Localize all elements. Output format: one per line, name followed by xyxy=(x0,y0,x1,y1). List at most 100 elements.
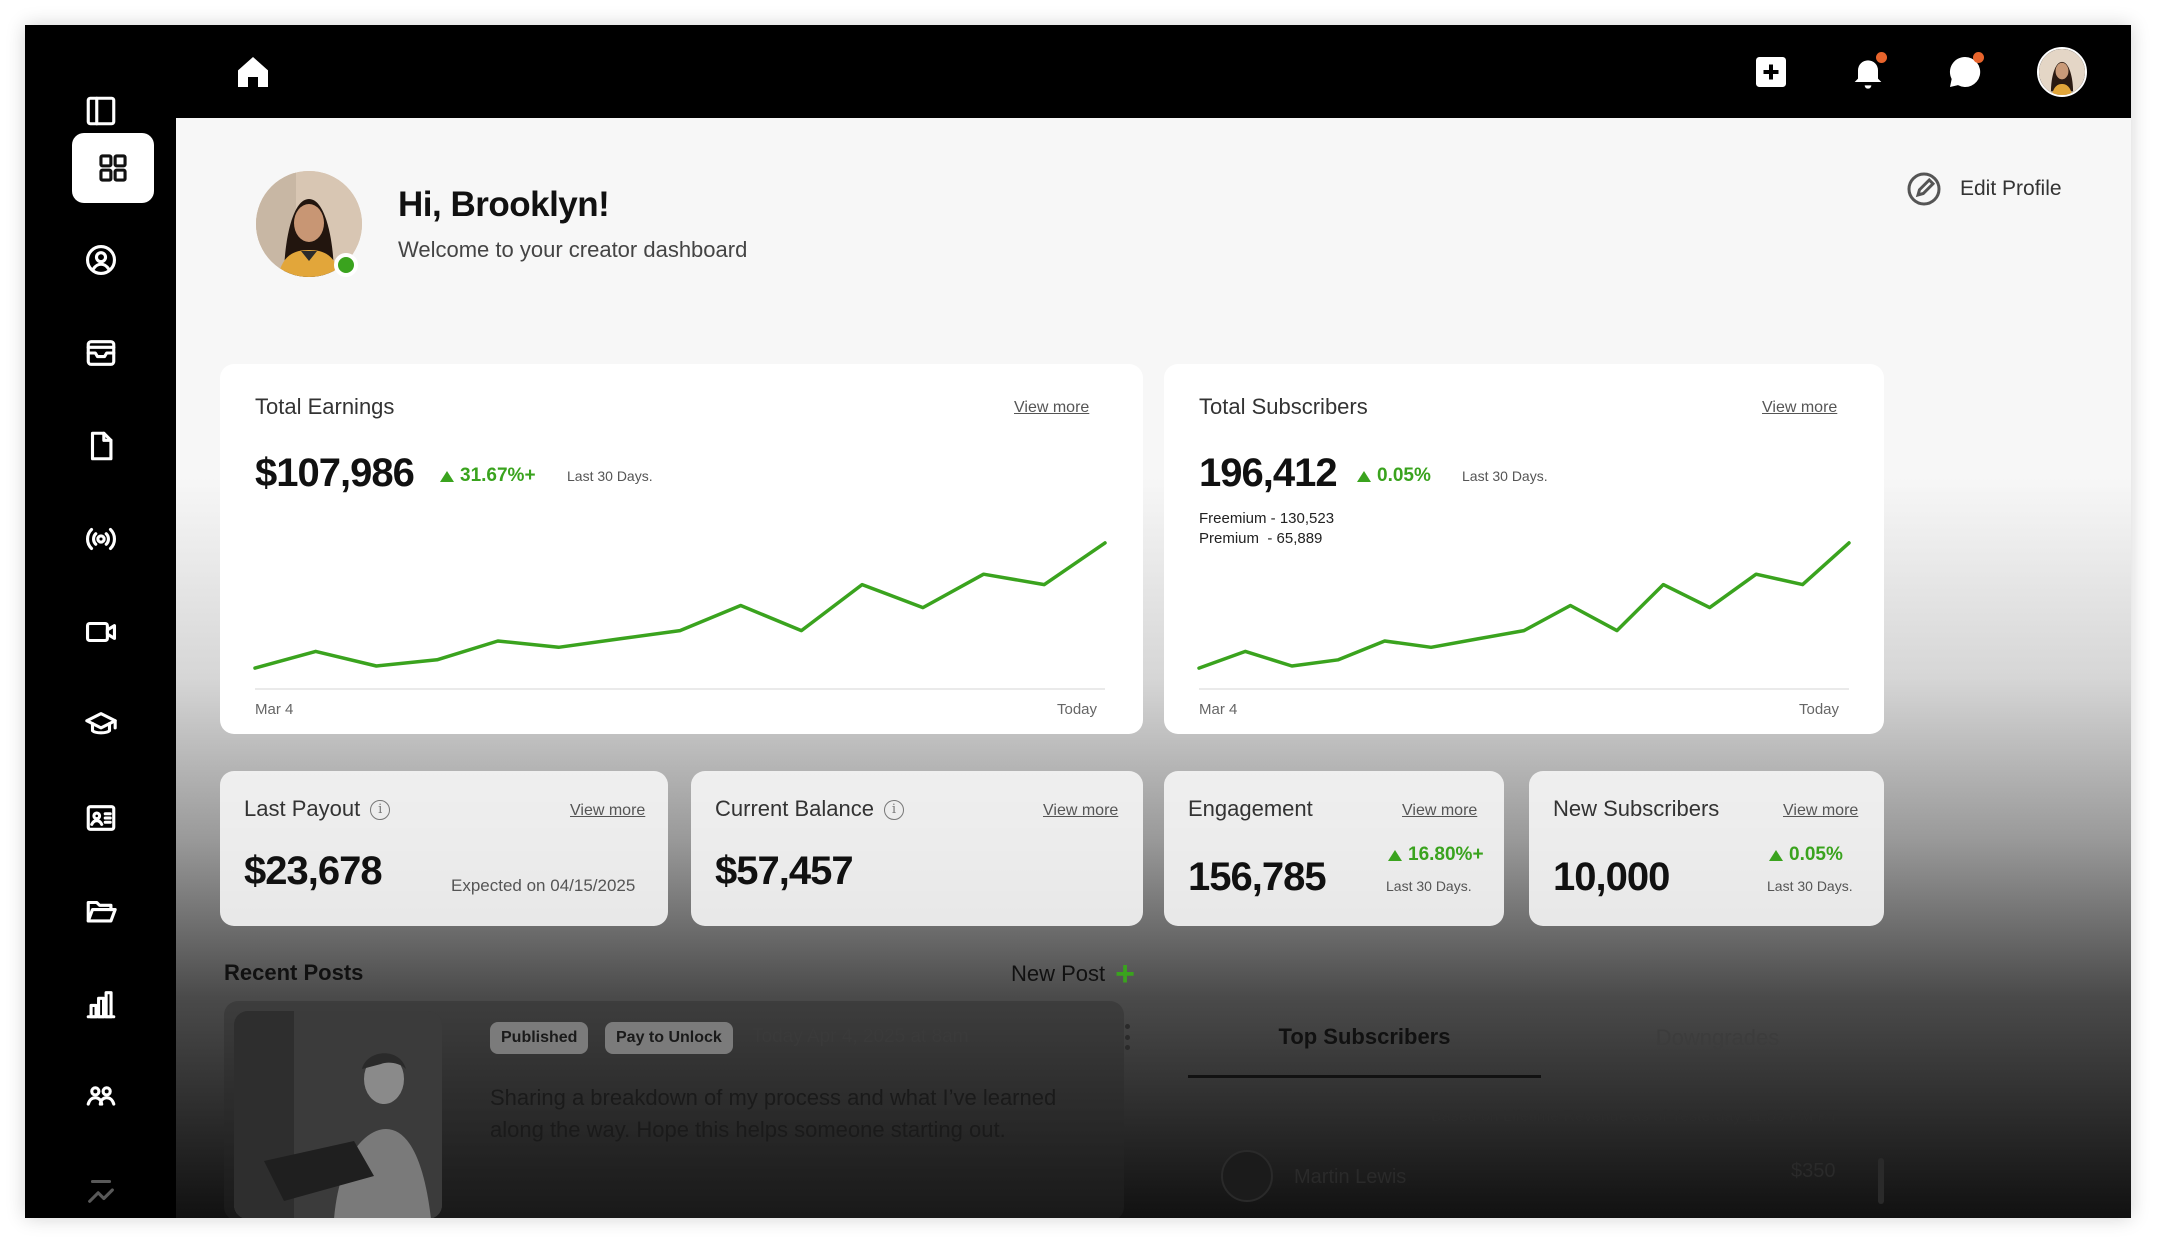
sidebar-item-more[interactable] xyxy=(71,1160,131,1218)
post-menu-icon[interactable] xyxy=(1122,1024,1132,1050)
info-icon[interactable]: i xyxy=(370,800,391,821)
avatar[interactable] xyxy=(1221,1150,1273,1202)
up-arrow-icon xyxy=(440,470,454,482)
total-earnings-x-end: Today xyxy=(1057,701,1098,718)
avatar[interactable] xyxy=(2037,47,2087,97)
sidebar-item-files[interactable] xyxy=(71,881,131,941)
total-subscribers-view-more[interactable]: View more xyxy=(1762,399,1838,416)
total-subscribers-card: Total Subscribers View more 196,412 0.05… xyxy=(1164,364,1884,734)
folder-icon xyxy=(86,900,117,923)
new-subscribers-value: 10,000 xyxy=(1553,855,1670,899)
current-balance-value: $57,457 xyxy=(715,849,854,893)
total-subscribers-value: 196,412 xyxy=(1199,451,1338,495)
total-earnings-change-value: 31.67%+ xyxy=(460,465,536,486)
new-subscribers-view-more[interactable]: View more xyxy=(1783,802,1859,819)
current-balance-title-text: Current Balance xyxy=(715,796,874,821)
sidebar-toggle-icon[interactable] xyxy=(71,81,131,141)
tab-top-subscribers[interactable]: Top Subscribers xyxy=(1188,998,1541,1078)
total-earnings-title: Total Earnings xyxy=(255,394,395,419)
series-line xyxy=(1197,541,1851,670)
engagement-card: Engagement View more 156,785 16.80%+ Las… xyxy=(1164,771,1504,926)
total-earnings-change: 31.67%+ xyxy=(440,465,536,487)
recent-posts-title: Recent Posts xyxy=(224,960,364,985)
video-icon xyxy=(85,621,117,643)
profile-avatar[interactable] xyxy=(256,171,362,277)
total-subscribers-change-value: 0.05% xyxy=(1377,465,1431,486)
more-icon xyxy=(88,1179,114,1203)
new-subscribers-title: New Subscribers xyxy=(1553,796,1720,821)
last-payout-value: $23,678 xyxy=(244,849,383,893)
new-subscribers-card: New Subscribers View more 10,000 0.05% L… xyxy=(1529,771,1884,926)
new-post-label: New Post xyxy=(1011,961,1106,986)
sidebar-item-documents[interactable] xyxy=(71,416,131,476)
post-date: Today Apr 4, 2025 at 8am xyxy=(752,1026,969,1047)
edit-profile-label: Edit Profile xyxy=(1960,177,2062,200)
new-subscribers-period: Last 30 Days. xyxy=(1767,878,1853,894)
bar-chart-icon xyxy=(86,991,116,1019)
broadcast-icon xyxy=(86,527,116,551)
up-arrow-icon xyxy=(1388,849,1402,861)
sidebar-item-dashboard[interactable] xyxy=(72,133,154,203)
scrollbar[interactable] xyxy=(1878,1158,1884,1204)
document-icon xyxy=(90,431,113,461)
status-badge: Published xyxy=(490,1022,589,1054)
new-post-button[interactable]: New Post + xyxy=(1011,955,1136,993)
total-earnings-card: Total Earnings View more $107,986 31.67%… xyxy=(220,364,1143,734)
post-thumbnail[interactable] xyxy=(234,1011,442,1218)
last-payout-card: Last Payout i View more $23,678 Expected … xyxy=(220,771,668,926)
subscribers-tabs: Top Subscribers Downgrades xyxy=(1188,998,1894,1078)
total-subscribers-chart xyxy=(1197,541,1851,690)
main-content: Hi, Brooklyn! Welcome to your creator da… xyxy=(176,118,2131,1218)
freemium-count: Freemium - 130,523 xyxy=(1199,510,1335,527)
profile-icon xyxy=(85,244,117,276)
online-status-indicator xyxy=(334,253,358,277)
total-earnings-x-start: Mar 4 xyxy=(255,701,294,718)
current-balance-view-more[interactable]: View more xyxy=(1043,802,1119,819)
sidebar-item-courses[interactable] xyxy=(71,695,131,755)
engagement-title: Engagement xyxy=(1188,796,1313,821)
bell-icon[interactable] xyxy=(1843,47,1893,97)
inbox-icon xyxy=(86,340,116,366)
greeting-heading: Hi, Brooklyn! xyxy=(398,185,610,224)
total-earnings-value: $107,986 xyxy=(255,451,415,495)
contact-card-icon xyxy=(86,805,116,831)
new-subscribers-change: 0.05% xyxy=(1769,844,1843,866)
sidebar-item-profile[interactable] xyxy=(71,230,131,290)
total-subscribers-x-end: Today xyxy=(1799,701,1840,718)
sidebar-item-inbox[interactable] xyxy=(71,323,131,383)
post-text: Sharing a breakdown of my process and wh… xyxy=(490,1085,1057,1142)
total-subscribers-period: Last 30 Days. xyxy=(1462,468,1548,484)
sidebar-item-community[interactable] xyxy=(71,1067,131,1127)
up-arrow-icon xyxy=(1357,470,1371,482)
total-subscribers-x-start: Mar 4 xyxy=(1199,701,1238,718)
sidebar-item-contacts[interactable] xyxy=(71,788,131,848)
subscriber-name[interactable]: Martin Lewis xyxy=(1294,1166,1407,1188)
edit-profile-button[interactable]: Edit Profile xyxy=(1906,171,2062,207)
tab-downgrades[interactable]: Downgrades xyxy=(1655,1025,1780,1050)
total-subscribers-title: Total Subscribers xyxy=(1199,394,1368,419)
current-balance-title: Current Balance i xyxy=(715,796,904,822)
dashboard-grid-icon xyxy=(99,154,127,182)
engagement-view-more[interactable]: View more xyxy=(1402,802,1478,819)
community-icon xyxy=(86,1086,116,1106)
last-payout-view-more[interactable]: View more xyxy=(570,802,646,819)
total-earnings-view-more[interactable]: View more xyxy=(1014,399,1090,416)
subscriber-amount: $350 xyxy=(1791,1160,1836,1182)
message-dot xyxy=(1973,52,1984,63)
info-icon[interactable]: i xyxy=(883,800,904,821)
engagement-change: 16.80%+ xyxy=(1388,844,1484,866)
plus-icon: + xyxy=(1115,955,1136,993)
engagement-period: Last 30 Days. xyxy=(1386,878,1472,894)
sidebar-item-video[interactable] xyxy=(71,602,131,662)
chat-icon[interactable] xyxy=(1940,47,1990,97)
sidebar-item-live[interactable] xyxy=(71,509,131,569)
access-badge: Pay to Unlock xyxy=(605,1022,733,1054)
add-icon[interactable] xyxy=(1746,47,1796,97)
last-payout-expected: Expected on 04/15/2025 xyxy=(451,876,636,895)
sidebar-item-analytics[interactable] xyxy=(71,974,131,1034)
new-subscribers-change-value: 0.05% xyxy=(1789,844,1843,865)
total-earnings-chart xyxy=(253,541,1107,690)
pencil-icon xyxy=(1907,172,1941,206)
home-icon[interactable] xyxy=(228,47,278,97)
current-balance-card: Current Balance i View more $57,457 xyxy=(691,771,1143,926)
